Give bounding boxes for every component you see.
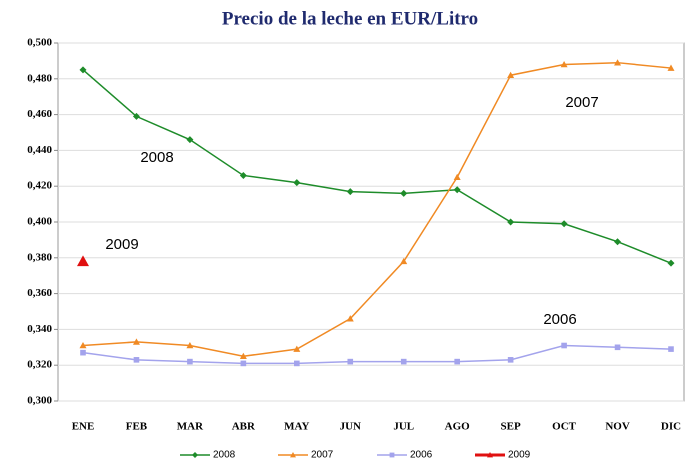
y-tick-label: 0,380: [27, 251, 52, 263]
legend-marker: [192, 452, 198, 458]
marker: [400, 257, 408, 265]
x-tick-label: MAR: [177, 421, 204, 433]
marker: [560, 220, 568, 228]
series-line: [82, 69, 672, 264]
x-tick-label: DIC: [661, 421, 681, 433]
marker: [668, 346, 674, 352]
annotation: 2008: [140, 149, 173, 166]
marker: [561, 342, 567, 349]
marker: [614, 344, 621, 351]
marker: [507, 218, 515, 226]
marker: [454, 358, 460, 365]
marker: [240, 360, 247, 367]
marker: [79, 342, 87, 349]
x-tick-label: FEB: [126, 421, 148, 433]
legend-label: 2009: [508, 450, 531, 461]
y-tick-label: 0,300: [27, 395, 52, 407]
marker: [400, 189, 408, 197]
marker: [453, 186, 461, 194]
legend-marker: [487, 452, 493, 458]
y-tick-label: 0,440: [27, 144, 52, 156]
marker: [293, 345, 301, 352]
y-tick-label: 0,420: [27, 180, 52, 192]
marker: [132, 112, 140, 120]
legend-marker: [290, 452, 296, 458]
y-tick-label: 0,340: [27, 323, 52, 335]
legend-label: 2007: [311, 450, 334, 461]
marker: [507, 357, 514, 363]
x-tick-label: ENE: [72, 421, 95, 433]
marker: [453, 173, 461, 181]
annotation: 2006: [543, 311, 576, 328]
marker: [186, 342, 194, 349]
y-tick-label: 0,400: [27, 216, 52, 228]
x-tick-label: JUL: [393, 421, 414, 433]
marker: [507, 71, 515, 79]
marker: [667, 259, 675, 267]
marker: [187, 358, 193, 365]
marker: [294, 360, 300, 367]
legend-label: 2008: [213, 450, 236, 461]
y-tick-label: 0,500: [27, 37, 52, 49]
y-tick-label: 0,320: [27, 359, 52, 371]
marker: [614, 238, 622, 246]
marker: [239, 352, 247, 360]
x-tick-label: JUN: [340, 421, 361, 433]
marker: [132, 338, 140, 345]
marker: [239, 171, 247, 179]
x-tick-label: MAY: [284, 421, 309, 433]
marker: [133, 357, 140, 363]
chart-title: Precio de la leche en EUR/Litro: [222, 8, 478, 29]
y-tick-label: 0,360: [27, 287, 52, 299]
legend-label: 2006: [410, 450, 433, 461]
x-tick-label: OCT: [552, 421, 577, 433]
marker: [346, 315, 354, 322]
marker: [614, 59, 622, 66]
annotation: 2009: [105, 236, 138, 253]
marker: [560, 60, 568, 68]
marker: [400, 358, 407, 365]
marker: [79, 66, 87, 74]
series-line: [82, 344, 672, 365]
series-line: [82, 61, 672, 358]
y-tick-label: 0,480: [27, 72, 52, 84]
marker: [80, 349, 86, 356]
marker: [347, 358, 354, 365]
x-tick-label: AGO: [445, 421, 471, 433]
marker: [346, 188, 354, 196]
marker: [186, 136, 194, 144]
x-tick-label: NOV: [605, 421, 630, 433]
x-tick-label: ABR: [232, 421, 256, 433]
marker: [667, 64, 675, 71]
annotation: 2007: [565, 94, 598, 111]
marker: [77, 255, 89, 267]
legend-marker: [389, 452, 395, 458]
x-tick-label: SEP: [501, 421, 521, 433]
marker: [293, 179, 301, 187]
y-tick-label: 0,460: [27, 108, 52, 120]
